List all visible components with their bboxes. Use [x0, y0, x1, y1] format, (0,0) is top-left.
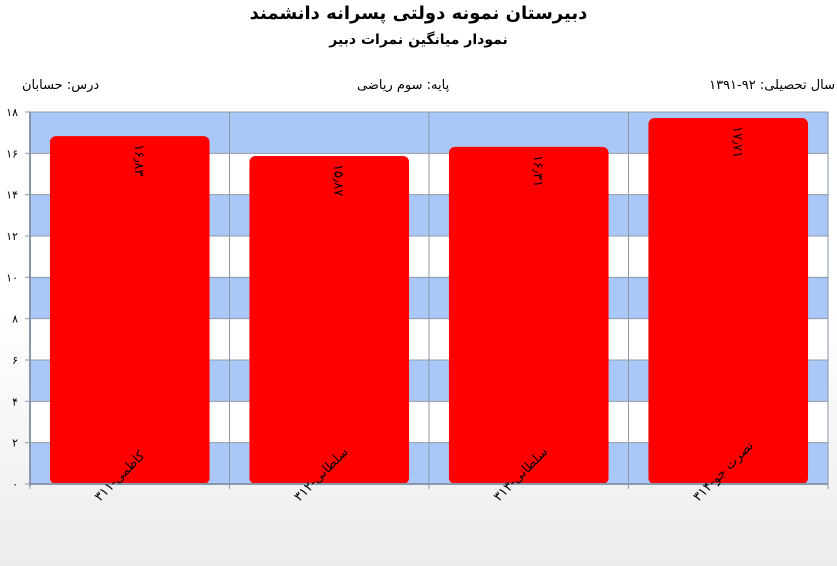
- bar: [448, 146, 609, 484]
- y-tick-label: ۱۴: [6, 189, 18, 202]
- bar-value-label: ۱۵٫۸۷: [330, 164, 345, 196]
- bar-value-label: ۱۶٫۸۳: [131, 144, 146, 176]
- y-tick-label: ۱۰: [6, 271, 18, 284]
- y-tick-label: ۱۶: [6, 147, 18, 160]
- grade-label: پایه: سوم ریاضی: [357, 78, 450, 93]
- y-tick-label: ۶: [12, 354, 18, 367]
- bars: ۱۶٫۸۳ ۱۵٫۸۷ ۱۶٫۳۱ ۱۷٫۷۱: [49, 117, 809, 484]
- academic-year-label: سال تحصیلی: ۹۲-۱۳۹۱: [709, 78, 835, 93]
- bar: [49, 136, 210, 484]
- y-tick-label: ۸: [12, 313, 18, 326]
- bar: [249, 156, 410, 484]
- chart-subtitle: نمودار میانگین نمرات دبیر: [329, 32, 508, 48]
- subject-label: درس: حسابان: [22, 78, 100, 93]
- y-tick-labels: ۰ ۲ ۴ ۶ ۸ ۱۰ ۱۲ ۱۴ ۱۶ ۱۸: [6, 106, 18, 491]
- bar: [648, 117, 809, 484]
- y-tick-label: ۱۲: [6, 230, 18, 243]
- bar-value-label: ۱۶٫۳۱: [530, 155, 545, 187]
- chart-title: دبیرستان نمونه دولتی پسرانه دانشمند: [249, 3, 588, 24]
- y-tick-label: ۰: [12, 478, 18, 491]
- y-tick-label: ۲: [12, 437, 18, 450]
- y-tick-label: ۱۸: [6, 106, 18, 119]
- y-tick-label: ۴: [12, 395, 18, 408]
- axes: [25, 111, 829, 489]
- bar-value-label: ۱۷٫۷۱: [729, 126, 744, 158]
